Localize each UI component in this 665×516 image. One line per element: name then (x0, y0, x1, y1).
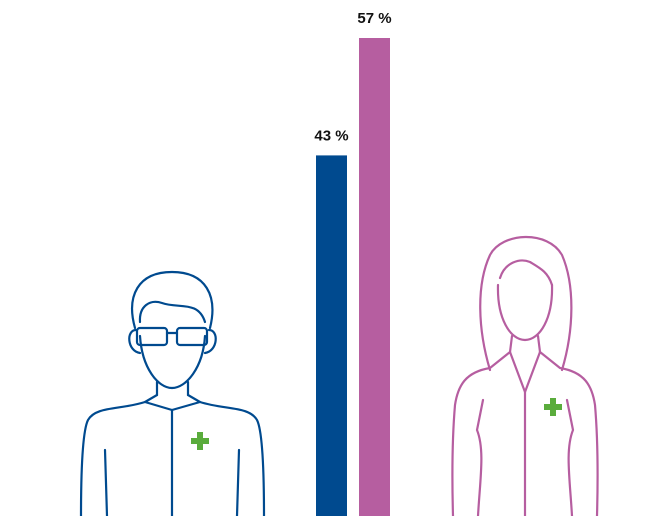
value-label: 43 % (314, 127, 348, 144)
male-plus-icon (191, 432, 209, 450)
bar (316, 155, 347, 516)
bar (359, 38, 390, 516)
value-label: 57 % (357, 10, 391, 27)
female-doctor-icon (451, 235, 599, 516)
female-plus-icon (544, 398, 562, 416)
male-doctor-icon (79, 270, 266, 516)
